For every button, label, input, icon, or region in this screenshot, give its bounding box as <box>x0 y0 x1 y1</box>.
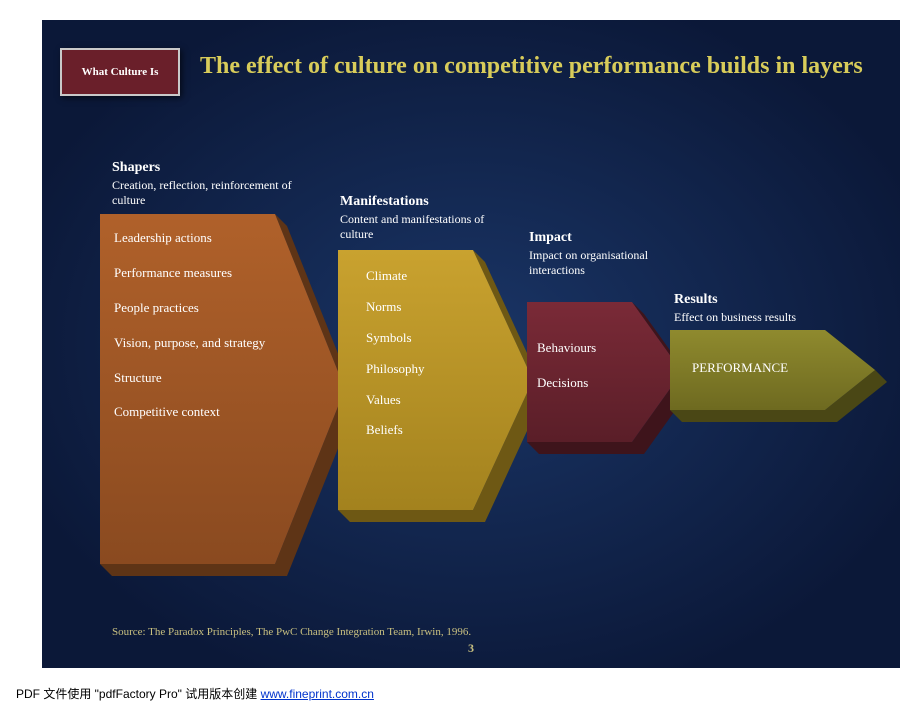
stage-items-0: Leadership actions Performance measures Pe… <box>114 230 269 439</box>
footer-link[interactable]: www.fineprint.com.cn <box>261 687 374 701</box>
stage-item: Symbols <box>366 330 486 347</box>
stage-title: Results <box>674 292 869 308</box>
stage-item: Behaviours <box>537 340 637 357</box>
stage-item: PERFORMANCE <box>692 360 832 377</box>
stage-title: Shapers <box>112 160 327 176</box>
stage-subtitle: Content and manifestations of culture <box>340 212 515 242</box>
stage-label-0: Shapers Creation, reflection, reinforceme… <box>112 160 327 208</box>
stage-item: Vision, purpose, and strategy <box>114 335 269 352</box>
slide-title: The effect of culture on competitive per… <box>200 52 900 81</box>
stage-item: Performance measures <box>114 265 269 282</box>
stage-item: Values <box>366 392 486 409</box>
stage-items-1: Climate Norms Symbols Philosophy Values Belie… <box>366 268 486 453</box>
page-number: 3 <box>468 641 474 656</box>
stage-title: Impact <box>529 230 674 246</box>
stage-item: Structure <box>114 370 269 387</box>
stage-label-1: Manifestations Content and manifestations… <box>340 194 515 242</box>
badge-what-culture-is: What Culture Is <box>60 48 180 96</box>
stage-item: Decisions <box>537 375 637 392</box>
stage-label-3: Results Effect on business results <box>674 292 869 325</box>
stage-items-3: PERFORMANCE <box>692 360 832 395</box>
slide: What Culture Is The effect of culture on… <box>42 20 900 668</box>
stage-item: Norms <box>366 299 486 316</box>
stage-label-2: Impact Impact on organisational interacti… <box>529 230 674 278</box>
stage-item: People practices <box>114 300 269 317</box>
pdf-footer: PDF 文件使用 "pdfFactory Pro" 试用版本创建 www.fin… <box>16 685 374 702</box>
stage-subtitle: Creation, reflection, reinforcement of c… <box>112 178 327 208</box>
stage-item: Climate <box>366 268 486 285</box>
stage-item: Beliefs <box>366 422 486 439</box>
stage-items-2: Behaviours Decisions <box>537 340 637 410</box>
source-citation: Source: The Paradox Principles, The PwC … <box>112 626 471 638</box>
stage-title: Manifestations <box>340 194 515 210</box>
stage-item: Philosophy <box>366 361 486 378</box>
stage-subtitle: Effect on business results <box>674 310 869 325</box>
stage-item: Competitive context <box>114 404 269 421</box>
stage-subtitle: Impact on organisational interactions <box>529 248 674 278</box>
stage-item: Leadership actions <box>114 230 269 247</box>
footer-prefix: PDF 文件使用 "pdfFactory Pro" 试用版本创建 <box>16 687 261 701</box>
